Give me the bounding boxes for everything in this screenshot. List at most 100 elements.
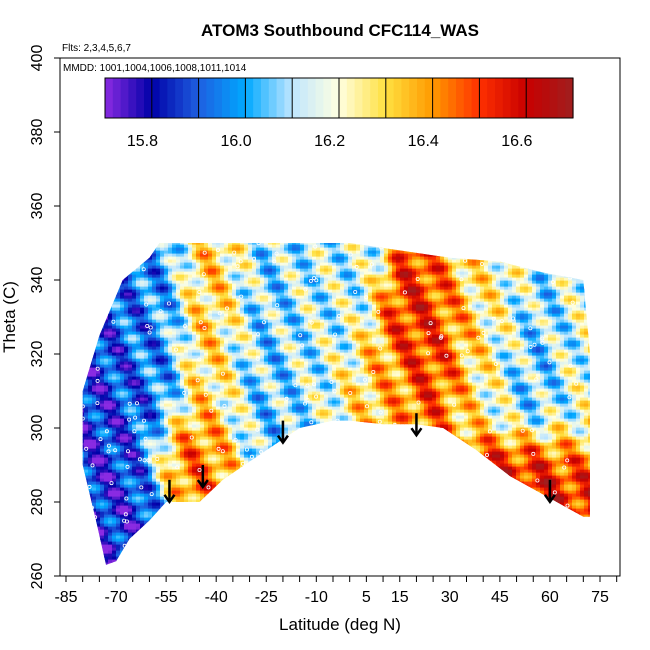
heatmap-cell (136, 556, 141, 561)
heatmap-cell (180, 460, 185, 465)
heatmap-cell (124, 325, 129, 330)
heatmap-cell (180, 505, 185, 510)
heatmap-cell (128, 349, 133, 354)
heatmap-cell (220, 307, 225, 312)
heatmap-cell (120, 448, 125, 453)
heatmap-cell (148, 529, 153, 534)
heatmap-cell (108, 421, 113, 426)
heatmap-cell (100, 286, 105, 291)
heatmap-cell (148, 397, 153, 402)
heatmap-cell (188, 556, 193, 561)
heatmap-cell (168, 409, 173, 414)
heatmap-cell (88, 526, 93, 531)
heatmap-cell (228, 466, 233, 471)
heatmap-cell (168, 391, 173, 396)
heatmap-cell (208, 541, 213, 546)
heatmap-cell (168, 469, 173, 474)
heatmap-cell (140, 256, 145, 261)
heatmap-cell (84, 280, 89, 285)
heatmap-cell (136, 421, 141, 426)
heatmap-cell (188, 265, 193, 270)
heatmap-cell (216, 265, 221, 270)
heatmap-cell (236, 259, 241, 264)
heatmap-cell (244, 412, 249, 417)
heatmap-cell (204, 535, 209, 540)
heatmap-cell (82, 250, 85, 255)
heatmap-cell (108, 415, 113, 420)
heatmap-cell (88, 439, 93, 444)
heatmap-cell (88, 256, 93, 261)
heatmap-cell (208, 319, 213, 324)
heatmap-cell (132, 271, 137, 276)
heatmap-cell (156, 463, 161, 468)
heatmap-cell (104, 553, 109, 558)
heatmap-cell (82, 274, 85, 279)
heatmap-cell (216, 436, 221, 441)
colorbar-swatch (315, 78, 324, 118)
heatmap-cell (220, 355, 225, 360)
heatmap-cell (76, 344, 81, 348)
heatmap-cell (196, 454, 201, 459)
heatmap-cell (112, 532, 117, 537)
heatmap-cell (100, 424, 105, 429)
heatmap-cell (244, 569, 249, 573)
heatmap-cell (148, 286, 153, 291)
heatmap-cell (88, 508, 93, 513)
heatmap-cell (120, 457, 125, 462)
heatmap-cell (96, 304, 101, 309)
heatmap-cell (128, 307, 133, 312)
heatmap-cell (212, 547, 217, 552)
heatmap-cell (208, 517, 213, 522)
heatmap-cell (180, 406, 185, 411)
heatmap-cell (140, 334, 145, 339)
heatmap-cell (112, 325, 117, 330)
heatmap-cell (176, 572, 181, 576)
heatmap-cell (216, 409, 221, 414)
heatmap-cell (82, 243, 85, 246)
heatmap-cell (136, 322, 141, 327)
heatmap-cell (120, 466, 125, 471)
heatmap-cell (108, 236, 113, 240)
heatmap-cell (168, 259, 173, 264)
heatmap-cell (156, 343, 161, 348)
heatmap-cell (76, 239, 81, 243)
heatmap-cell (192, 541, 197, 546)
heatmap-cell (160, 442, 165, 447)
heatmap-cell (104, 496, 109, 501)
heatmap-cell (224, 265, 229, 270)
heatmap-cell (144, 265, 149, 270)
heatmap-cell (108, 331, 113, 336)
heatmap-cell (208, 544, 213, 549)
heatmap-cell (92, 265, 97, 270)
heatmap-cell (140, 274, 145, 279)
heatmap-cell (228, 385, 233, 390)
heatmap-cell (164, 322, 169, 327)
heatmap-cell (228, 331, 233, 336)
heatmap-cell (140, 517, 145, 522)
heatmap-cell (82, 391, 85, 396)
heatmap-cell (208, 325, 213, 330)
heatmap-cell (140, 391, 145, 396)
heatmap-cell (132, 295, 137, 300)
heatmap-cell (180, 520, 185, 525)
heatmap-cell (196, 385, 201, 390)
heatmap-cell (96, 403, 101, 408)
heatmap-cell (136, 337, 141, 342)
heatmap-cell (192, 532, 197, 537)
heatmap-cell (232, 559, 237, 564)
heatmap-cell (200, 514, 205, 519)
colorbar-swatch (144, 78, 153, 118)
heatmap-cell (160, 439, 165, 444)
heatmap-cell (212, 289, 217, 294)
heatmap-cell (104, 322, 109, 327)
heatmap-cell (232, 433, 237, 438)
heatmap-cell (128, 370, 133, 375)
heatmap-cell (216, 358, 221, 363)
heatmap-cell (136, 466, 141, 471)
heatmap-cell (96, 424, 101, 429)
heatmap-cell (164, 334, 169, 339)
heatmap-cell (124, 433, 129, 438)
heatmap-cell (192, 406, 197, 411)
heatmap-cell (124, 430, 129, 435)
heatmap-cell (96, 487, 101, 492)
